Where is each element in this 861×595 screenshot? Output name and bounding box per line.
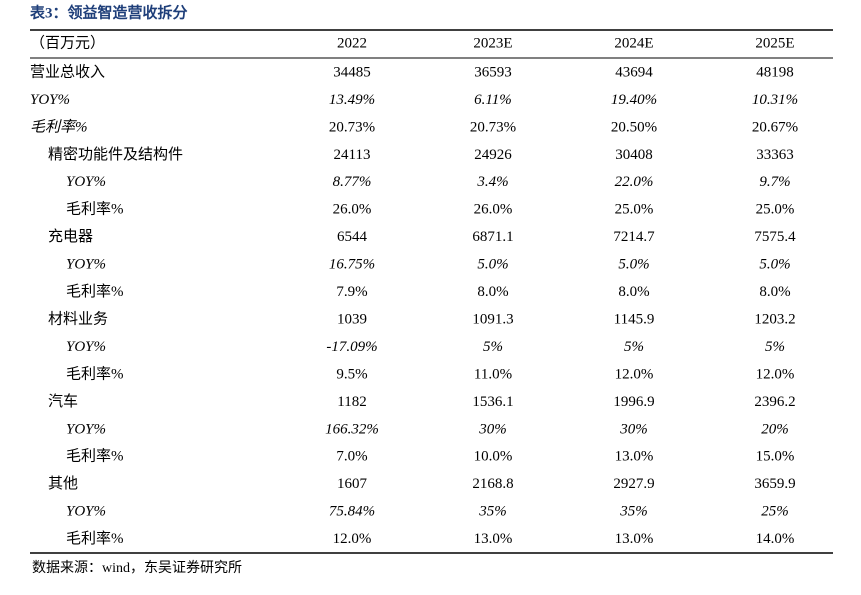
cell: 1039 [337,311,367,327]
cell: -17.09% [326,339,377,355]
cell: 24926 [474,147,512,163]
cell: 1203.2 [754,311,795,327]
cell: 26.0% [333,202,372,218]
cell: 5.0% [759,257,790,273]
cell: 20% [761,421,789,437]
header-cell: 2022 [337,35,367,51]
cell: 13.49% [329,92,375,108]
cell: 16.75% [329,257,375,273]
row-label: 充电器 [48,228,93,245]
cell: 5.0% [618,257,649,273]
row-label: YOY% [66,339,106,355]
cell: 8.0% [477,284,508,300]
header-cell: 2024E [614,35,653,51]
header-cell: （百万元） [30,34,105,51]
cell: 33363 [756,147,794,163]
cell: 9.5% [336,366,367,382]
cell: 3.4% [476,174,508,190]
cell: 1182 [337,394,366,410]
cell: 20.73% [329,119,375,135]
cell: 2168.8 [472,476,513,492]
cell: 75.84% [329,504,375,520]
cell: 8.0% [759,284,790,300]
source-note: 数据来源：wind，东吴证券研究所 [32,560,242,576]
cell: 14.0% [756,531,795,547]
table-title: 表3：领益智造营收拆分 [30,3,188,21]
row-label: YOY% [30,92,70,108]
cell: 166.32% [325,421,379,437]
row-label: 毛利率% [30,118,88,135]
cell: 36593 [474,64,512,80]
cell: 12.0% [756,366,795,382]
cell: 20.73% [470,119,516,135]
cell: 8.0% [618,284,649,300]
row-label: 毛利率% [66,365,124,382]
cell: 2927.9 [613,476,654,492]
cell: 7214.7 [613,229,655,245]
cell: 20.50% [611,119,657,135]
cell: 43694 [615,64,653,80]
cell: 1996.9 [613,394,654,410]
cell: 5% [765,339,785,355]
cell: 2396.2 [754,394,795,410]
cell: 22.0% [615,174,654,190]
row-label: 毛利率% [66,530,124,547]
cell: 7.0% [336,449,367,465]
cell: 6544 [337,229,368,245]
row-label: YOY% [66,421,106,437]
cell: 10.0% [474,449,513,465]
cell: 19.40% [611,92,657,108]
header-cell: 2025E [755,35,794,51]
cell: 6.11% [474,92,512,108]
cell: 5% [483,339,503,355]
header-cell: 2023E [473,35,512,51]
row-label: 毛利率% [66,448,124,465]
cell: 26.0% [474,202,513,218]
cell: 30% [478,421,507,437]
cell: 24113 [334,147,371,163]
cell: 30408 [615,147,653,163]
cell: 30% [619,421,648,437]
cell: 20.67% [752,119,798,135]
row-label: 毛利率% [66,283,124,300]
cell: 12.0% [615,366,654,382]
row-label: 精密功能件及结构件 [48,146,183,163]
cell: 10.31% [752,92,798,108]
cell: 25.0% [615,202,654,218]
row-label: 汽车 [48,393,78,410]
cell: 3659.9 [754,476,795,492]
row-label: 其他 [48,475,78,492]
cell: 1091.3 [472,311,513,327]
cell: 5.0% [477,257,508,273]
cell: 1145.9 [614,311,655,327]
row-label: 材料业务 [48,310,108,327]
cell: 5% [624,339,644,355]
row-label: 营业总收入 [30,63,105,80]
cell: 1607 [337,476,368,492]
cell: 13.0% [615,531,654,547]
cell: 35% [478,504,507,520]
row-label: YOY% [66,504,106,520]
cell: 12.0% [333,531,372,547]
cell: 25.0% [756,202,795,218]
cell: 11.0% [474,366,512,382]
row-label: 毛利率% [66,201,124,218]
cell: 8.77% [333,174,372,190]
cell: 6871.1 [472,229,513,245]
cell: 35% [619,504,648,520]
cell: 25% [761,504,789,520]
cell: 7.9% [336,284,367,300]
cell: 13.0% [615,449,654,465]
cell: 15.0% [756,449,795,465]
cell: 13.0% [474,531,513,547]
cell: 1536.1 [472,394,513,410]
cell: 7575.4 [754,229,796,245]
cell: 9.7% [759,174,790,190]
row-label: YOY% [66,174,106,190]
row-label: YOY% [66,257,106,273]
cell: 48198 [756,64,794,80]
cell: 34485 [333,64,371,80]
